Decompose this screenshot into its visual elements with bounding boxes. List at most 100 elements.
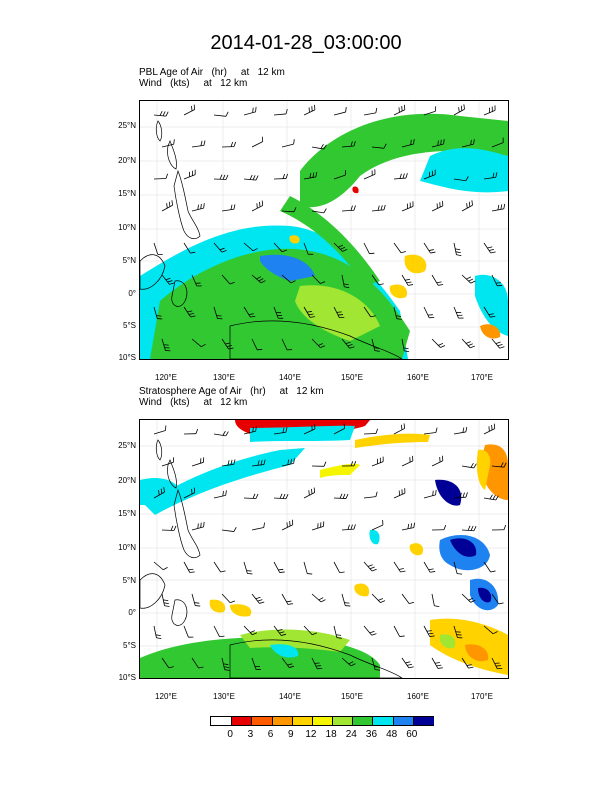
wind-barb — [243, 493, 259, 499]
wind-barb — [153, 425, 167, 435]
map-title: 2014-01-28_03:00:00 — [210, 32, 402, 54]
wind-barb — [483, 172, 498, 180]
strat-cyan-top — [250, 425, 355, 442]
wind-barb — [243, 306, 256, 318]
wind-barb — [423, 561, 436, 573]
wind-barb — [183, 428, 199, 435]
wind-barb — [393, 488, 406, 499]
legend-label: 12 — [305, 729, 317, 740]
legend-swatch — [251, 717, 273, 725]
wind-barb — [341, 338, 355, 349]
wind-barb — [281, 139, 295, 148]
wind-barb — [243, 625, 258, 636]
wind-barb — [273, 561, 285, 573]
wind-barb — [483, 494, 499, 501]
wind-barb — [191, 521, 205, 531]
wind-barb — [371, 338, 380, 352]
wind-barb — [191, 593, 201, 607]
wind-barb — [281, 207, 297, 213]
wind-barb — [281, 458, 295, 467]
wind-barb — [461, 525, 477, 532]
wind-barb — [363, 242, 375, 255]
wind-barb — [333, 561, 345, 573]
wind-barb — [311, 461, 327, 467]
wind-barb — [423, 106, 437, 116]
wind-barb — [303, 171, 318, 180]
wind-barb — [153, 487, 165, 499]
p1-lon-150e: 150°E — [341, 373, 363, 382]
wind-barb — [341, 205, 356, 212]
legend-swatch — [412, 717, 434, 725]
wind-barb — [423, 625, 435, 637]
strat-sulawesi-coast — [171, 599, 188, 626]
wind-barb — [311, 208, 327, 214]
pbl-luzon-coast — [167, 140, 177, 170]
wind-barb — [401, 455, 414, 467]
wind-barb — [251, 338, 263, 351]
wind-barb — [281, 519, 294, 531]
wind-barb — [453, 625, 463, 639]
wind-barb — [221, 204, 236, 212]
pbl-cyan-east — [475, 274, 508, 336]
legend-label: 18 — [325, 729, 337, 740]
wind-barb — [251, 200, 264, 212]
wind-barb — [191, 274, 202, 287]
legend-label: 48 — [386, 729, 398, 740]
wind-barb — [213, 490, 227, 499]
wind-barb — [401, 657, 414, 669]
wind-barb — [401, 593, 415, 605]
wind-barb — [431, 524, 447, 531]
wind-barb — [341, 657, 356, 667]
wind-barb — [251, 657, 261, 670]
wind-barb — [393, 242, 406, 254]
wind-barb — [191, 657, 204, 669]
wind-barb — [363, 169, 376, 180]
legend-label: 3 — [247, 729, 254, 740]
strat-taiwan-coast — [155, 439, 163, 461]
pbl-green-arc — [300, 113, 508, 208]
wind-barb — [161, 139, 175, 148]
wind-barb — [423, 169, 436, 180]
wind-barb — [303, 423, 316, 435]
wind-barb — [491, 462, 507, 468]
strat-cyan-south — [270, 644, 299, 658]
p1-lon-140e: 140°E — [279, 373, 301, 382]
legend-swatch — [271, 717, 293, 725]
wind-barb — [273, 427, 288, 435]
wind-barb — [453, 492, 468, 499]
wind-barb — [213, 242, 227, 253]
pbl-wind-barbs — [153, 104, 506, 353]
wind-barb — [213, 111, 229, 117]
strat-yellow-streak2 — [320, 463, 360, 478]
legend-swatch — [352, 717, 374, 725]
wind-barb — [281, 593, 293, 605]
panel2-title-line2: Wind (kts) at 12 km — [139, 397, 248, 408]
legend-label: 24 — [345, 729, 357, 740]
wind-barb — [333, 493, 349, 499]
p2-lon-170e: 170°E — [471, 692, 493, 701]
wind-barb — [401, 201, 414, 212]
wind-barb — [153, 173, 168, 180]
wind-barb — [363, 491, 378, 499]
legend-swatch — [291, 717, 313, 725]
wind-barb — [251, 593, 265, 604]
p1-lat-5n: 5°N — [122, 256, 136, 265]
pbl-green-diagonal — [280, 196, 380, 286]
wind-barb — [161, 593, 170, 607]
wind-barb — [341, 274, 350, 289]
panel2-title: Stratosphere Age of Air (hr) at 12 km Wi… — [139, 386, 324, 408]
wind-barb — [431, 657, 443, 669]
wind-barb — [491, 593, 504, 605]
wind-barb — [393, 625, 405, 637]
wind-barb — [393, 561, 406, 573]
wind-barb — [273, 306, 284, 319]
wind-barb — [251, 522, 265, 531]
wind-barb — [243, 561, 253, 575]
wind-barb — [333, 107, 347, 116]
wind-barb — [303, 104, 316, 116]
strat-yellow-streak1 — [355, 433, 430, 448]
wind-barb — [461, 274, 476, 284]
wind-barb — [311, 657, 323, 670]
pbl-orange-patch — [480, 324, 501, 339]
wind-barb — [251, 274, 266, 284]
